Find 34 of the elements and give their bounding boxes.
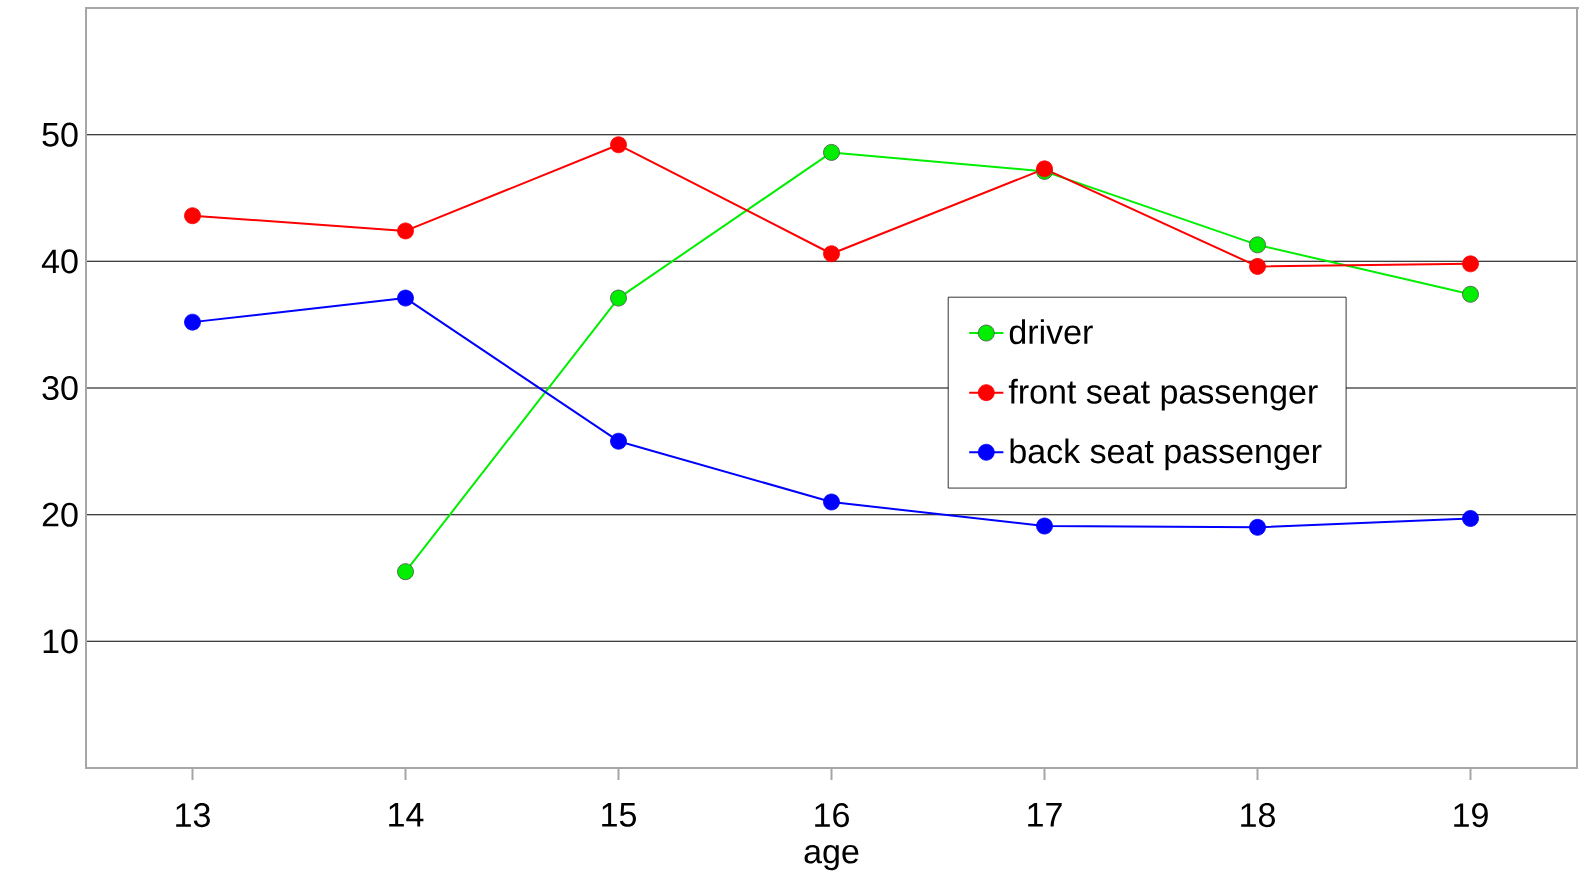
y-tick-label: 50 (42, 122, 78, 147)
point (610, 136, 627, 154)
legend-label: front seat passenger (1008, 378, 1318, 411)
x-tick-label: 16 (815, 803, 849, 828)
x-axis-title: age (804, 844, 859, 871)
x-tick-label: 14 (389, 803, 424, 827)
y-tick-label: 20 (42, 502, 78, 527)
point (1462, 510, 1479, 527)
point (823, 493, 840, 511)
point (823, 144, 840, 161)
point (1462, 255, 1479, 273)
y-tick-label: 10 (43, 629, 78, 654)
x-tick-label: 15 (602, 803, 636, 827)
point (397, 222, 414, 240)
x-tick-label: 19 (1454, 803, 1488, 828)
point (1249, 518, 1266, 536)
point (1462, 285, 1479, 303)
y-tick-label: 30 (42, 375, 78, 401)
legend-label: driver (1009, 319, 1093, 345)
legend-label: back seat passenger (1010, 438, 1322, 471)
y-tick-label: 40 (41, 249, 78, 274)
x-tick-label: 13 (176, 803, 210, 828)
point (610, 432, 627, 450)
point (1036, 517, 1053, 535)
point (1249, 258, 1266, 275)
point (610, 289, 627, 307)
point (397, 289, 414, 307)
point (184, 207, 201, 225)
point (1249, 236, 1266, 254)
x-tick-label: 18 (1241, 803, 1275, 828)
point (823, 245, 840, 263)
point (184, 313, 201, 331)
point (397, 563, 414, 581)
x-tick-label: 17 (1028, 803, 1062, 827)
